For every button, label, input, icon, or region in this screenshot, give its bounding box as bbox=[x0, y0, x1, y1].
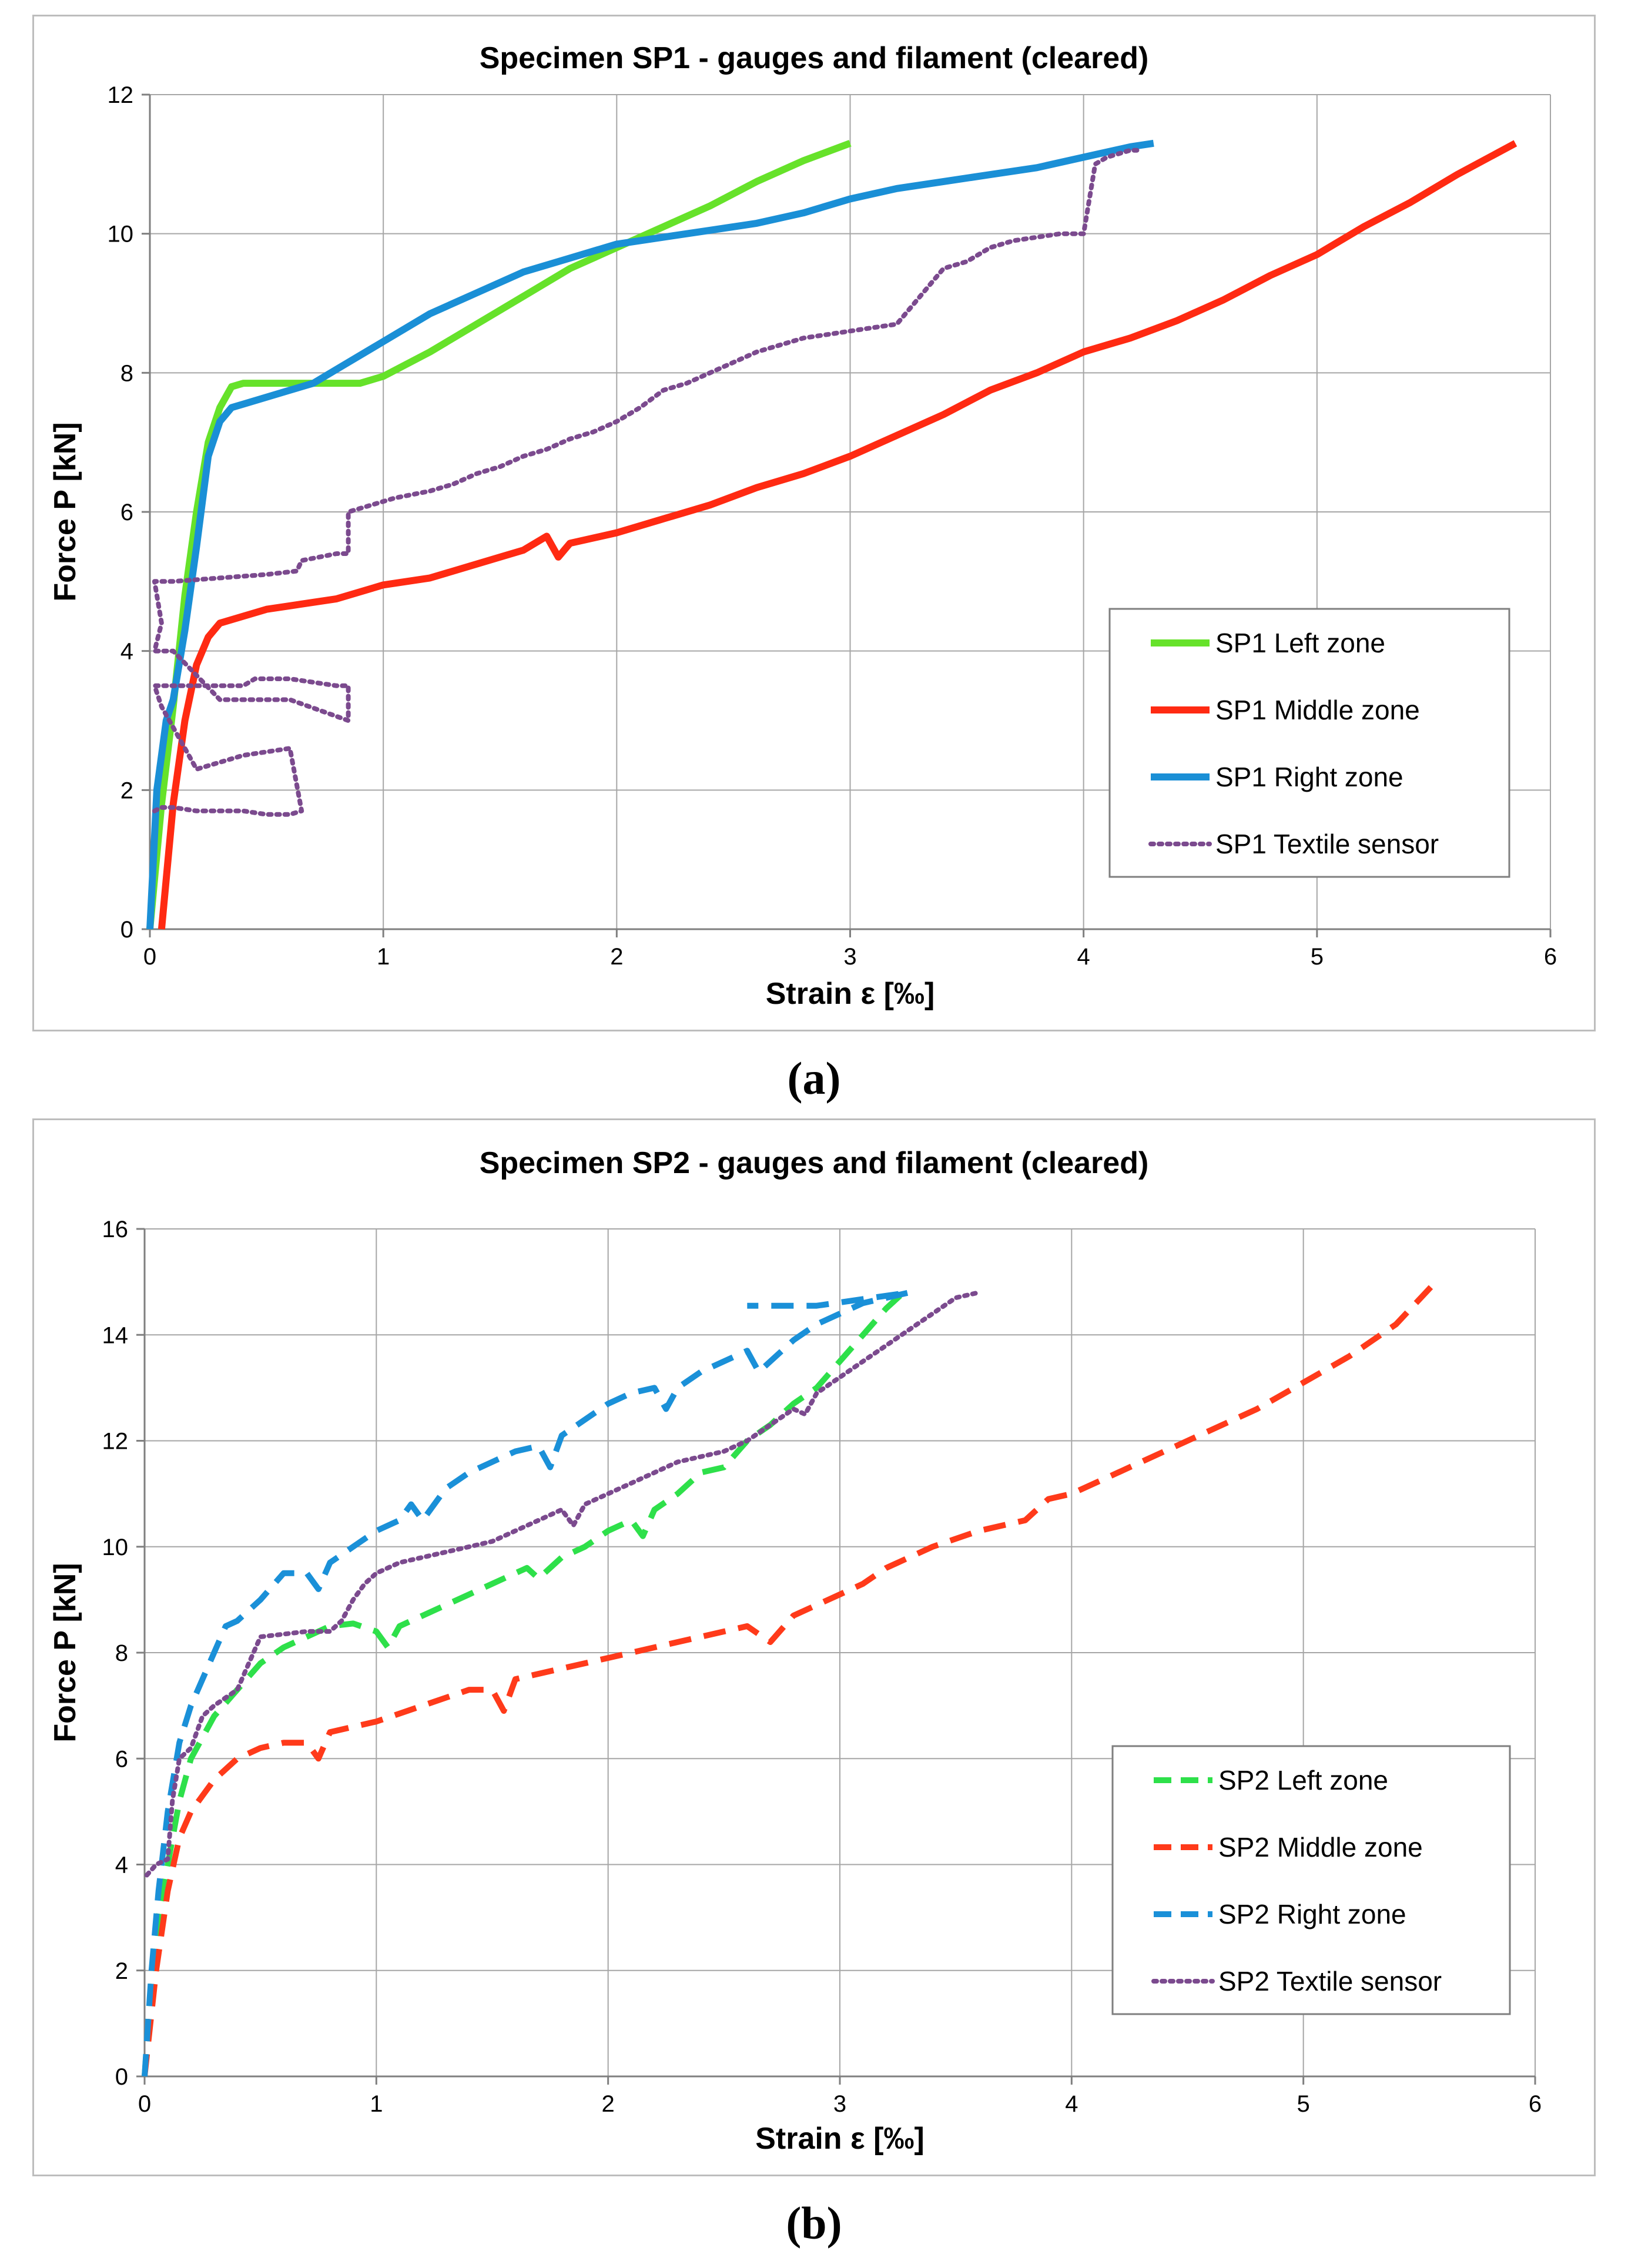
y-tick-label: 0 bbox=[120, 917, 133, 943]
x-tick-label: 1 bbox=[377, 944, 390, 970]
legend-label-sp1-middle-zone: SP1 Middle zone bbox=[1215, 695, 1420, 725]
y-tick-label: 8 bbox=[120, 360, 133, 386]
x-tick-label: 0 bbox=[138, 2091, 151, 2117]
series-line-sp1-textile-sensor bbox=[152, 148, 1144, 817]
series-line-sp2-left-zone bbox=[142, 1285, 912, 2077]
y-tick-label: 2 bbox=[115, 1958, 128, 1984]
x-tick-label: 3 bbox=[833, 2091, 846, 2117]
legend-label-sp1-left-zone: SP1 Left zone bbox=[1215, 628, 1385, 658]
legend-label-sp1-textile-sensor: SP1 Textile sensor bbox=[1215, 829, 1439, 859]
x-tick-label: 0 bbox=[143, 944, 156, 970]
x-tick-label: 3 bbox=[843, 944, 856, 970]
x-tick-label: 6 bbox=[1544, 944, 1557, 970]
y-tick-label: 8 bbox=[115, 1640, 128, 1666]
panel-label-a: (a) bbox=[787, 1053, 841, 1104]
series-line-sp1-middle-zone bbox=[158, 140, 1518, 930]
x-tick-label: 2 bbox=[610, 944, 623, 970]
x-tick-label: 1 bbox=[370, 2091, 383, 2117]
legend-box bbox=[1111, 1745, 1511, 2015]
series-line-sp1-right-zone bbox=[146, 139, 1154, 930]
y-tick-label: 0 bbox=[115, 2064, 128, 2090]
chart-title: Specimen SP2 - gauges and filament (clea… bbox=[480, 1146, 1149, 1180]
x-tick-label: 4 bbox=[1065, 2091, 1078, 2117]
series-line-sp2-middle-zone bbox=[142, 1285, 1433, 2077]
chart-panel-b: 0 1 2 3 4 5 6 0 2 4 6 8 10 12 14 16 Specimen SP2 - gauge… bbox=[32, 1118, 1596, 2176]
x-tick-label: 6 bbox=[1529, 2091, 1542, 2117]
x-tick-label: 4 bbox=[1077, 944, 1090, 970]
y-tick-label: 10 bbox=[102, 1535, 129, 1560]
x-axis-label: Strain ε [‰] bbox=[755, 2122, 924, 2156]
legend-label-sp2-middle-zone: SP2 Middle zone bbox=[1218, 1832, 1423, 1862]
y-tick-label: 14 bbox=[102, 1322, 129, 1348]
x-tick-label: 2 bbox=[602, 2091, 615, 2117]
series-line-sp2-textile-sensor bbox=[144, 1290, 982, 1878]
legend-label-sp2-left-zone: SP2 Left zone bbox=[1218, 1765, 1388, 1795]
x-tick-label: 5 bbox=[1311, 944, 1324, 970]
y-tick-label: 12 bbox=[102, 1429, 129, 1455]
legend-label-sp2-right-zone: SP2 Right zone bbox=[1218, 1899, 1406, 1929]
legend-label-sp2-textile-sensor: SP2 Textile sensor bbox=[1218, 1966, 1442, 1996]
y-tick-label: 4 bbox=[120, 639, 133, 665]
panel-label-b: (b) bbox=[786, 2197, 842, 2249]
series-line-sp1-left-zone bbox=[146, 140, 852, 930]
y-axis-label: Force P [kN] bbox=[48, 1563, 82, 1742]
y-tick-label: 10 bbox=[108, 222, 134, 247]
y-tick-label: 6 bbox=[120, 500, 133, 525]
chart-panel-a: 0 1 2 3 4 5 6 0 2 4 6 8 10 12 Specimen SP1 - gauges an… bbox=[32, 15, 1596, 1031]
y-axis-label: Force P [kN] bbox=[48, 422, 82, 601]
x-tick-label: 5 bbox=[1297, 2091, 1310, 2117]
y-tick-label: 2 bbox=[120, 778, 133, 803]
x-axis-label: Strain ε [‰] bbox=[766, 977, 935, 1011]
y-tick-label: 6 bbox=[115, 1746, 128, 1772]
y-tick-label: 16 bbox=[102, 1217, 129, 1242]
y-tick-label: 12 bbox=[108, 82, 134, 108]
legend-label-sp1-right-zone: SP1 Right zone bbox=[1215, 762, 1403, 792]
series-line-sp2-right-zone bbox=[142, 1289, 913, 2077]
legend-box bbox=[1108, 608, 1510, 878]
chart-title: Specimen SP1 - gauges and filament (clea… bbox=[480, 41, 1149, 75]
y-tick-label: 4 bbox=[115, 1852, 128, 1878]
